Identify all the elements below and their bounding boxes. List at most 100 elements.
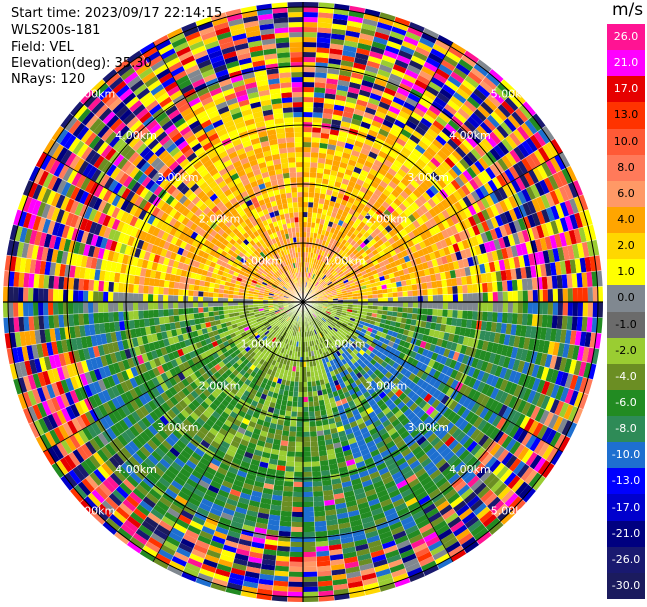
velocity-gate (474, 404, 485, 417)
velocity-gate (398, 339, 406, 347)
velocity-gate (315, 310, 320, 314)
velocity-gate (407, 390, 416, 399)
velocity-gate (561, 315, 568, 330)
velocity-gate (406, 313, 413, 320)
velocity-gate (555, 385, 565, 401)
velocity-gate (572, 407, 584, 424)
velocity-gate (318, 327, 323, 333)
velocity-gate (572, 345, 580, 361)
velocity-gate (113, 302, 119, 312)
velocity-gate (447, 424, 459, 436)
velocity-gate (283, 420, 291, 427)
velocity-gate (88, 313, 95, 325)
velocity-gate (429, 469, 442, 480)
velocity-gate (458, 532, 474, 546)
velocity-gate (343, 320, 349, 325)
velocity-gate (562, 343, 570, 359)
velocity-gate (380, 318, 387, 324)
velocity-gate (289, 546, 303, 553)
velocity-gate (493, 430, 505, 444)
velocity-gate (382, 406, 392, 416)
velocity-gate (401, 334, 408, 342)
velocity-gate (513, 443, 526, 458)
velocity-gate (68, 314, 75, 327)
velocity-gate (128, 310, 134, 321)
velocity-gate (554, 400, 565, 416)
velocity-gate (315, 545, 330, 552)
velocity-gate (572, 302, 578, 317)
velocity-gate (339, 326, 345, 332)
velocity-gate (420, 381, 429, 391)
velocity-gate (389, 466, 401, 476)
velocity-gate (497, 486, 512, 500)
velocity-gate (406, 411, 417, 421)
velocity-gate (396, 332, 403, 340)
velocity-gate (481, 383, 491, 396)
velocity-gate (430, 352, 439, 361)
velocity-gate (498, 333, 506, 345)
velocity-gate (466, 440, 478, 453)
velocity-gate (464, 515, 480, 529)
velocity-gate (395, 457, 407, 467)
velocity-gate (287, 586, 303, 592)
velocity-gate (322, 305, 328, 308)
velocity-gate (583, 378, 593, 395)
velocity-gate (489, 443, 502, 457)
velocity-gate (445, 541, 461, 554)
velocity-gate (303, 431, 311, 437)
velocity-gate (479, 469, 493, 483)
velocity-gate (405, 473, 418, 484)
velocity-gate (336, 322, 342, 327)
velocity-gate (473, 527, 489, 541)
velocity-gate (442, 407, 453, 419)
velocity-gate (343, 362, 350, 370)
velocity-gate (362, 414, 371, 423)
velocity-gate (113, 292, 119, 302)
velocity-gate (472, 310, 478, 321)
velocity-gate (521, 401, 532, 416)
velocity-gate (350, 364, 357, 371)
velocity-gate (427, 358, 436, 368)
velocity-gate (289, 561, 303, 567)
velocity-gate (522, 302, 529, 314)
velocity-gate (297, 406, 303, 412)
velocity-gate (485, 456, 498, 470)
velocity-gate (338, 328, 344, 334)
velocity-gate (554, 328, 562, 343)
velocity-gate (576, 345, 585, 362)
velocity-gate (546, 447, 559, 463)
velocity-gate (400, 488, 413, 498)
velocity-gate (414, 325, 421, 334)
velocity-gate (382, 306, 388, 311)
velocity-gate (472, 368, 481, 380)
velocity-gate (449, 359, 457, 370)
velocity-gate (477, 449, 490, 463)
velocity-gate (363, 342, 371, 349)
velocity-gate (339, 340, 346, 347)
velocity-gate (427, 308, 433, 316)
velocity-gate (402, 434, 414, 444)
velocity-gate (138, 310, 144, 320)
velocity-gate (303, 491, 314, 497)
velocity-gate (314, 323, 318, 329)
velocity-gate (478, 349, 487, 361)
velocity-gate (549, 398, 560, 414)
velocity-gate (73, 278, 80, 291)
velocity-gate (418, 399, 428, 410)
velocity-gate (346, 348, 353, 354)
velocity-gate (372, 305, 378, 310)
velocity-gate (493, 353, 501, 366)
velocity-gate (311, 466, 321, 472)
velocity-gate (303, 566, 318, 572)
velocity-gate (330, 312, 336, 317)
velocity-gate (311, 314, 315, 319)
velocity-gate (314, 311, 319, 316)
velocity-gate (544, 354, 553, 368)
velocity-gate (188, 307, 194, 314)
velocity-gate (552, 415, 564, 432)
velocity-gate (435, 323, 442, 332)
velocity-gate (416, 369, 425, 379)
velocity-gate (367, 302, 373, 306)
velocity-gate (303, 441, 311, 447)
velocity-gate (294, 451, 303, 458)
